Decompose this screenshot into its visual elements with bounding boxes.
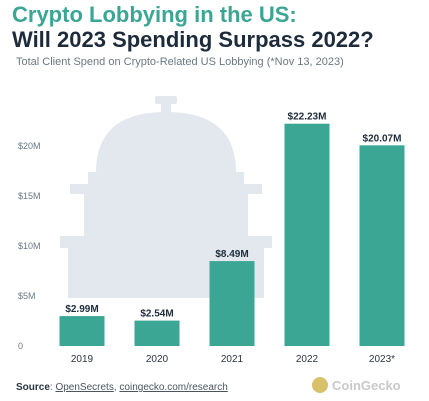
bar (134, 320, 180, 346)
bar (209, 261, 255, 346)
bar-chart: 0 $5M $10M $15M $20M $2.99M 2019 $2.54M 2020 $8.… (18, 96, 405, 365)
brand-logo: CoinGecko (312, 377, 401, 393)
chart-title-line2: Will 2023 Spending Surpass 2022? (12, 27, 374, 52)
y-tick-label: $10M (18, 241, 41, 251)
x-tick-label: 2019 (71, 354, 94, 365)
brand-name: CoinGecko (332, 377, 401, 393)
source-link-coingecko[interactable]: coingecko.com/research (119, 382, 228, 393)
bar-data-label: $2.54M (140, 309, 173, 320)
y-tick-label: $15M (18, 191, 41, 201)
bar-data-label: $20.07M (363, 133, 402, 144)
x-tick-label: 2023* (369, 354, 395, 365)
bar-data-label: $8.49M (215, 249, 248, 260)
bar (284, 123, 330, 346)
x-tick-label: 2022 (296, 354, 319, 365)
source-link-opensecrets[interactable]: OpenSecrets (55, 382, 114, 393)
source-comma: , (113, 382, 120, 393)
x-tick-label: 2021 (221, 354, 244, 365)
source-note: Source: OpenSecrets, coingecko.com/resea… (16, 382, 228, 393)
chart-subtitle: Total Client Spend on Crypto-Related US … (16, 56, 344, 68)
y-tick-label: $5M (18, 291, 36, 301)
source-label: Source (16, 382, 50, 393)
x-tick-label: 2020 (146, 354, 169, 365)
chart-title-line1: Crypto Lobbying in the US: (12, 2, 297, 27)
source-separator: : (49, 382, 56, 393)
capitol-watermark-icon (60, 96, 272, 298)
bar (59, 316, 105, 346)
coingecko-logo-icon (312, 377, 328, 393)
y-tick-label: $20M (18, 141, 41, 151)
bar-data-label: $2.99M (65, 304, 98, 315)
y-tick-label: 0 (18, 341, 23, 351)
bar (359, 145, 405, 346)
bar-data-label: $22.23M (288, 112, 327, 123)
